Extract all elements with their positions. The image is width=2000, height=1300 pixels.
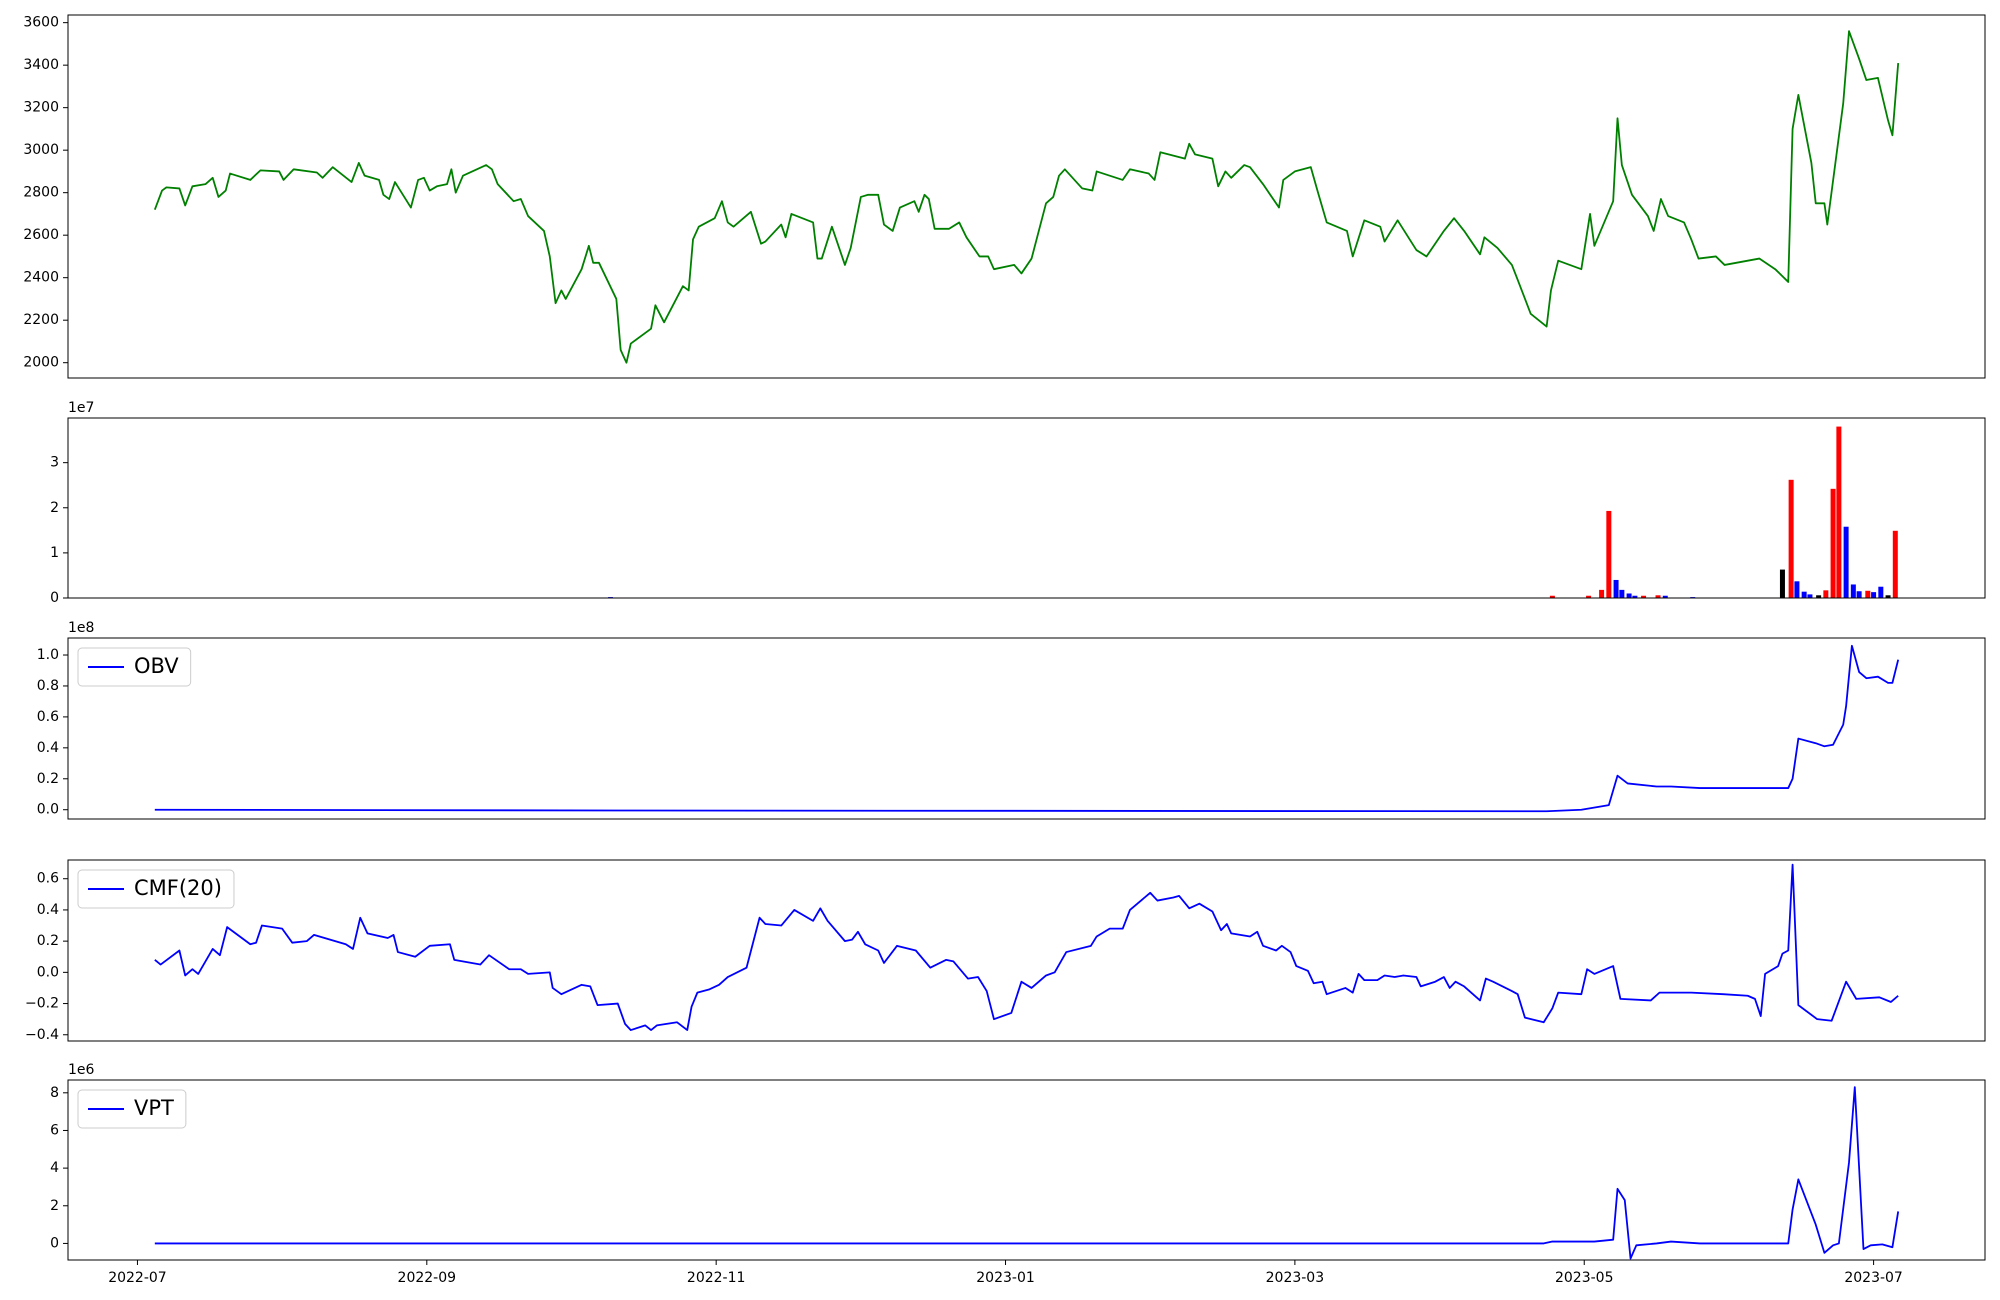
panel: −0.4 −0.2 0.0 0.2 0.4 0.6 CMF(20) [25, 859, 1986, 1043]
legend: VPT [77, 1089, 187, 1129]
y-tick-label: 2 [50, 1198, 59, 1214]
y-tick-label: 1.0 [37, 647, 59, 663]
volume-bar [1655, 595, 1661, 598]
plot-frame [67, 14, 1986, 379]
y-tick-label: 8 [50, 1085, 59, 1101]
y-tick-label: 0.2 [37, 933, 59, 949]
y-tick-label: 2400 [23, 270, 59, 286]
volume-bar [1788, 479, 1794, 598]
y-tick-label: 0.6 [37, 871, 59, 887]
legend-box [77, 869, 235, 909]
x-tick-label: 2022-07 [108, 1270, 167, 1286]
y-tick-label: 2000 [23, 355, 59, 371]
volume-bar [1613, 579, 1619, 598]
volume-bar [1801, 591, 1807, 598]
volume-bar [1836, 426, 1842, 598]
volume-bar [1807, 594, 1813, 598]
y-tick-label: 0.6 [37, 709, 59, 725]
legend-label: OBV [134, 654, 179, 678]
y-tick-label: 2800 [23, 185, 59, 201]
y-tick-label: 2 [50, 500, 59, 516]
volume-bar [1878, 586, 1884, 598]
legend-box [77, 1089, 187, 1129]
volume-bar [1830, 488, 1836, 598]
volume-bar [1871, 592, 1877, 598]
y-tick-label: 3400 [23, 57, 59, 73]
plot-frame [67, 859, 1986, 1042]
y-tick-label: 3000 [23, 142, 59, 158]
y-tick-label: 0.4 [37, 902, 59, 918]
line-series [154, 1086, 1900, 1260]
y-tick-label: 0.8 [37, 678, 59, 694]
y-tick-label: 0 [50, 1235, 59, 1251]
volume-bar [1662, 595, 1668, 598]
y-tick-label: 0.0 [37, 964, 59, 980]
y-tick-label: −0.4 [25, 1027, 59, 1043]
volume-bar [1606, 510, 1612, 598]
panel: 0.0 0.2 0.4 0.6 0.8 1.0 1e8 OBV [37, 620, 1986, 820]
line-series [154, 644, 1900, 813]
volume-bar [1816, 595, 1822, 598]
line-series [154, 863, 1899, 1031]
x-tick-label: 2022-11 [687, 1270, 746, 1286]
x-tick-label: 2023-01 [976, 1270, 1035, 1286]
y-tick-label: 0 [50, 590, 59, 606]
volume-bar [1850, 584, 1856, 598]
volume-bar [1549, 595, 1555, 598]
volume-bar [1779, 569, 1785, 598]
volume-bar [1843, 526, 1849, 598]
volume-bar [1586, 595, 1592, 598]
volume-bar [1641, 595, 1647, 598]
axis-offset-label: 1e8 [68, 620, 94, 636]
panel: 0 1 2 3 1e7 [50, 400, 1986, 606]
y-tick-label: 3 [50, 455, 59, 471]
y-tick-label: 2600 [23, 227, 59, 243]
y-tick-label: 0.4 [37, 740, 59, 756]
volume-bar [1619, 589, 1625, 598]
volume-bar [1626, 593, 1632, 598]
x-tick-label: 2023-05 [1555, 1270, 1614, 1286]
panel: 2000 2200 2400 2600 2800 3000 3200 3400 3600 [23, 14, 1986, 379]
volume-bar [1794, 581, 1800, 598]
y-tick-label: 0.2 [37, 771, 59, 787]
plot-frame [67, 1079, 1986, 1261]
volume-bar [1599, 589, 1605, 598]
legend-label: CMF(20) [134, 876, 222, 900]
plot-frame [67, 637, 1986, 820]
legend: OBV [77, 647, 192, 687]
y-tick-label: 6 [50, 1122, 59, 1138]
x-tick-label: 2022-09 [398, 1270, 457, 1286]
line-series [153, 30, 1900, 364]
axis-offset-label: 1e7 [68, 400, 94, 416]
legend-label: VPT [134, 1096, 174, 1120]
volume-bar [1856, 591, 1862, 598]
y-tick-label: 2200 [23, 312, 59, 328]
volume-bar [1892, 530, 1898, 598]
y-tick-label: 3200 [23, 100, 59, 116]
volume-bar [1632, 595, 1638, 598]
y-tick-label: 1 [50, 545, 59, 561]
panel: 0 2 4 6 8 2022-07 2022-09 2022-11 2023-01 2023-03… [50, 1062, 1986, 1286]
x-tick-label: 2023-07 [1844, 1270, 1903, 1286]
axis-offset-label: 1e6 [68, 1062, 95, 1078]
plot-frame [67, 417, 1986, 599]
x-tick-label: 2023-03 [1266, 1270, 1325, 1286]
y-tick-label: 4 [50, 1160, 59, 1176]
legend-box [77, 647, 192, 687]
y-tick-label: 3600 [23, 15, 59, 31]
y-tick-label: 0.0 [37, 802, 59, 818]
volume-bar [1823, 590, 1829, 598]
volume-bar [1885, 595, 1891, 598]
y-tick-label: −0.2 [25, 996, 59, 1012]
legend: CMF(20) [77, 869, 235, 909]
volume-bar [1865, 590, 1871, 598]
